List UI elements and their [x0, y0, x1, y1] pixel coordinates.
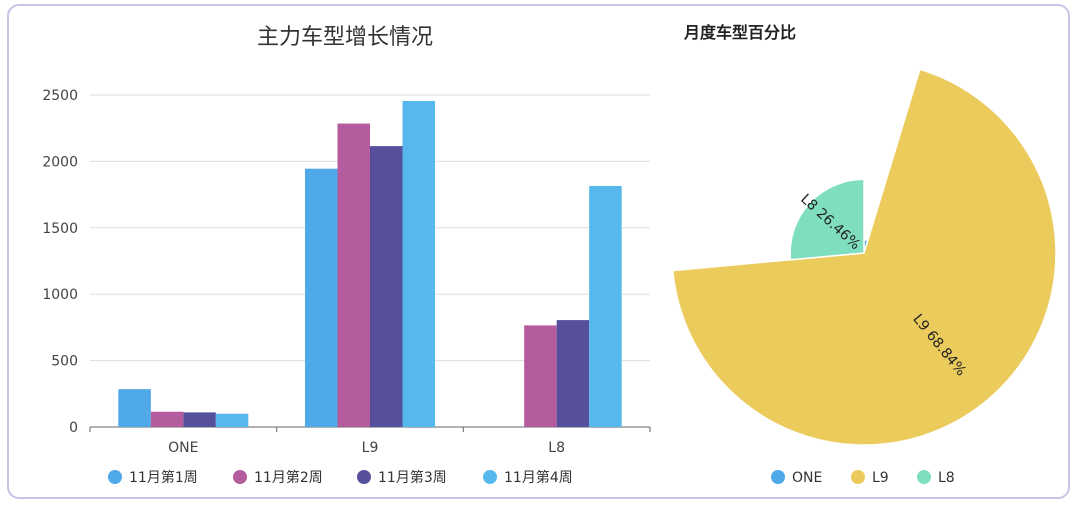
legend-marker [851, 470, 865, 484]
bar [150, 411, 184, 427]
legend-label: 11月第1周 [129, 469, 198, 486]
y-tick-label: 500 [51, 354, 78, 370]
bar [215, 413, 249, 427]
legend-marker [483, 470, 497, 484]
bar [589, 185, 622, 427]
y-tick-label: 2000 [42, 154, 78, 170]
legend-marker [108, 470, 122, 484]
pie-slice-l9 [671, 68, 1057, 446]
legend-marker [357, 470, 371, 484]
bar [402, 100, 435, 427]
bar [556, 320, 590, 427]
y-tick-label: 1000 [42, 287, 78, 303]
bar-chart-y-axis: 0 500 1000 1500 2000 2500 [42, 88, 78, 436]
bar [337, 123, 370, 427]
bar [524, 325, 557, 427]
legend-label: L9 [872, 470, 889, 486]
pie-chart-slices: L9 68.84%L8 26.46% [671, 68, 1057, 446]
bar-chart-title: 主力车型增长情况 [257, 25, 433, 50]
legend-label: L8 [938, 470, 955, 486]
legend-label: 11月第2周 [254, 469, 323, 486]
bar-chart-bars [118, 100, 622, 428]
x-tick-label: ONE [168, 440, 198, 456]
bar-chart-x-axis: ONE L9 L8 [89, 427, 651, 456]
legend-label: 11月第4周 [504, 469, 573, 486]
bar [183, 412, 216, 427]
pie-chart-title: 月度车型百分比 [683, 23, 796, 42]
bar [370, 146, 403, 428]
bar [118, 389, 151, 427]
legend-marker [771, 470, 785, 484]
x-tick-label: L8 [548, 440, 565, 456]
pie-chart-legend: ONE L9 L8 [771, 470, 955, 486]
legend-label: 11月第3周 [378, 469, 447, 486]
legend-label: ONE [792, 470, 822, 486]
legend-marker [917, 470, 931, 484]
x-tick-label: L9 [362, 440, 379, 456]
y-tick-label: 0 [69, 420, 78, 436]
y-tick-label: 1500 [42, 221, 78, 237]
legend-marker [233, 470, 247, 484]
pie-slice-l8 [789, 178, 865, 261]
bar-chart-legend: 11月第1周 11月第2周 11月第3周 11月第4周 [108, 469, 573, 486]
bar [305, 168, 338, 428]
y-tick-label: 2500 [42, 88, 78, 104]
